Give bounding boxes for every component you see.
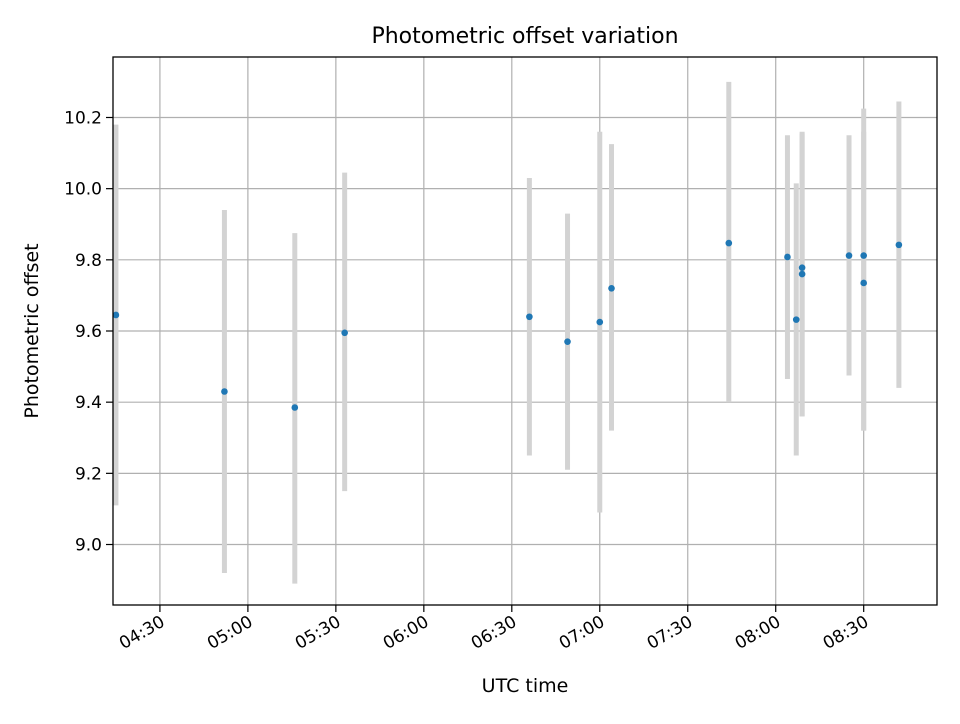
x-tick-label: 05:00 bbox=[204, 612, 256, 654]
data-point bbox=[845, 252, 853, 259]
y-axis-ticks: 9.0 9.2 9.4 9.6 9.8 10.0 10.2 bbox=[64, 108, 113, 556]
data-point bbox=[725, 239, 733, 247]
y-tick-label: 9.2 bbox=[75, 464, 102, 484]
data-point bbox=[564, 338, 571, 345]
y-tick-label: 9.6 bbox=[75, 322, 102, 342]
data-point bbox=[112, 311, 120, 319]
x-tick-label: 05:30 bbox=[292, 612, 344, 654]
x-tick-label: 07:30 bbox=[644, 612, 696, 654]
y-tick-label: 9.0 bbox=[75, 536, 102, 556]
data-point bbox=[221, 388, 228, 395]
point-layer bbox=[112, 239, 903, 411]
x-tick-label: 07:00 bbox=[556, 612, 608, 654]
y-axis-label: Photometric offset bbox=[21, 243, 43, 418]
chart-title: Photometric offset variation bbox=[371, 24, 678, 49]
errorbar-layer bbox=[113, 81, 902, 584]
x-tick-label: 06:30 bbox=[468, 612, 520, 654]
data-point bbox=[798, 264, 806, 271]
y-tick-label: 10.2 bbox=[64, 108, 102, 128]
y-tick-label: 9.8 bbox=[75, 251, 102, 271]
x-axis-label: UTC time bbox=[482, 675, 569, 697]
x-tick-label: 08:30 bbox=[820, 612, 872, 654]
data-point bbox=[608, 284, 615, 292]
data-point bbox=[291, 404, 299, 411]
data-point bbox=[792, 316, 800, 323]
y-tick-label: 9.4 bbox=[75, 393, 102, 413]
data-point bbox=[860, 252, 867, 259]
data-point bbox=[895, 241, 903, 249]
x-tick-label: 08:00 bbox=[732, 612, 784, 654]
data-point bbox=[526, 313, 533, 321]
data-point bbox=[860, 279, 867, 287]
data-point bbox=[596, 318, 604, 326]
x-tick-label: 06:00 bbox=[380, 612, 432, 654]
grid-layer bbox=[113, 57, 937, 605]
x-axis-ticks: 04:30 05:00 05:30 06:00 06:30 07:00 07:30 08:00… bbox=[116, 605, 872, 654]
x-tick-label: 04:30 bbox=[116, 612, 168, 654]
data-point bbox=[798, 270, 806, 278]
data-point bbox=[784, 253, 791, 261]
data-point bbox=[341, 329, 348, 337]
y-tick-label: 10.0 bbox=[64, 180, 102, 200]
